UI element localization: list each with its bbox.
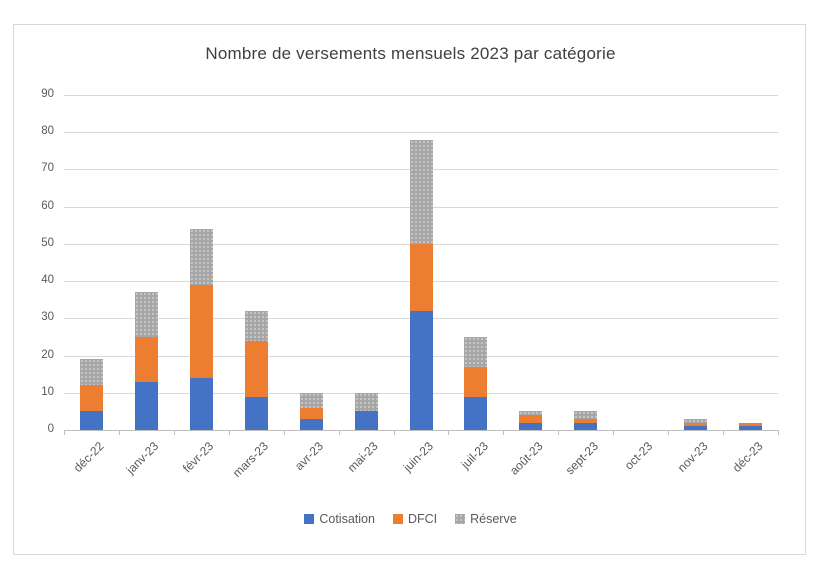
legend-swatch-reserve [455, 514, 466, 524]
x-axis-tick [284, 431, 285, 435]
legend-item-reserve[interactable]: Réserve [455, 512, 517, 526]
legend-label-dfci: DFCI [407, 512, 438, 526]
bar-juin-23-reserve[interactable] [409, 139, 433, 244]
bar-juil-23-dfci[interactable] [464, 366, 488, 397]
bar-juin-23-dfci[interactable] [409, 243, 433, 311]
bar-sept-23-cotisation[interactable] [574, 422, 598, 430]
y-tick-label-60: 60 [41, 200, 54, 212]
bar-mars-23-cotisation[interactable] [244, 396, 268, 430]
legend-label-reserve: Réserve [470, 512, 517, 526]
bar-sept-23-dfci[interactable] [574, 418, 598, 423]
x-axis-tick [668, 431, 669, 435]
bar-dec-23-cotisation[interactable] [739, 426, 763, 430]
y-tick-label-10: 10 [41, 386, 54, 398]
legend-item-cotisation[interactable]: Cotisation [304, 512, 375, 526]
y-tick-label-20: 20 [41, 349, 54, 361]
bar-nov-23-reserve[interactable] [684, 418, 708, 423]
bar-mai-23-cotisation[interactable] [354, 411, 378, 430]
legend-label-cotisation: Cotisation [319, 512, 375, 526]
bar-dec-23-dfci[interactable] [739, 422, 763, 427]
legend-swatch-cotisation [304, 514, 315, 524]
y-tick-label-40: 40 [41, 274, 54, 286]
bar-mars-23-reserve[interactable] [244, 310, 268, 341]
bar-janv-23-dfci[interactable] [134, 336, 158, 382]
plot-area [64, 95, 778, 430]
x-axis-tick [229, 431, 230, 435]
bar-aout-23-cotisation[interactable] [519, 422, 543, 430]
y-tick-label-50: 50 [41, 237, 54, 249]
bar-juil-23-cotisation[interactable] [464, 396, 488, 430]
bar-nov-23-cotisation[interactable] [684, 426, 708, 430]
bar-dec-22-reserve[interactable] [79, 359, 103, 386]
gridline-y-80 [64, 132, 778, 133]
x-axis-tick [174, 431, 175, 435]
gridline-y-90 [64, 95, 778, 96]
bar-mai-23-reserve[interactable] [354, 392, 378, 412]
x-axis-tick [448, 431, 449, 435]
bar-janv-23-reserve[interactable] [134, 292, 158, 337]
bar-janv-23-cotisation[interactable] [134, 381, 158, 430]
x-axis-tick [503, 431, 504, 435]
x-axis-tick [558, 431, 559, 435]
bar-juin-23-cotisation[interactable] [409, 310, 433, 430]
y-tick-label-90: 90 [41, 88, 54, 100]
x-axis-tick [613, 431, 614, 435]
bar-fevr-23-reserve[interactable] [189, 229, 213, 285]
bar-juil-23-reserve[interactable] [464, 336, 488, 367]
x-axis-tick [339, 431, 340, 435]
bar-fevr-23-dfci[interactable] [189, 284, 213, 378]
y-tick-label-30: 30 [41, 311, 54, 323]
bar-dec-22-dfci[interactable] [79, 385, 103, 412]
bar-mars-23-dfci[interactable] [244, 340, 268, 397]
legend-swatch-dfci [392, 514, 403, 524]
bar-aout-23-reserve[interactable] [519, 411, 543, 416]
bar-fevr-23-cotisation[interactable] [189, 377, 213, 430]
y-tick-label-70: 70 [41, 162, 54, 174]
x-axis-line [64, 430, 779, 431]
bar-avr-23-dfci[interactable] [299, 407, 323, 419]
bar-aout-23-dfci[interactable] [519, 415, 543, 423]
x-axis-tick [723, 431, 724, 435]
bar-dec-22-cotisation[interactable] [79, 411, 103, 430]
x-axis-tick [64, 431, 65, 435]
legend: Cotisation DFCI Réserve [0, 512, 821, 526]
bar-sept-23-reserve[interactable] [574, 411, 598, 419]
x-axis-tick [394, 431, 395, 435]
y-tick-label-80: 80 [41, 125, 54, 137]
y-tick-label-0: 0 [47, 423, 54, 435]
chart-title: Nombre de versements mensuels 2023 par c… [205, 44, 616, 63]
bar-avr-23-reserve[interactable] [299, 392, 323, 408]
bar-avr-23-cotisation[interactable] [299, 418, 323, 430]
x-axis-tick [119, 431, 120, 435]
bar-nov-23-dfci[interactable] [684, 422, 708, 427]
legend-item-dfci[interactable]: DFCI [392, 512, 438, 526]
x-axis-tick [778, 431, 779, 435]
